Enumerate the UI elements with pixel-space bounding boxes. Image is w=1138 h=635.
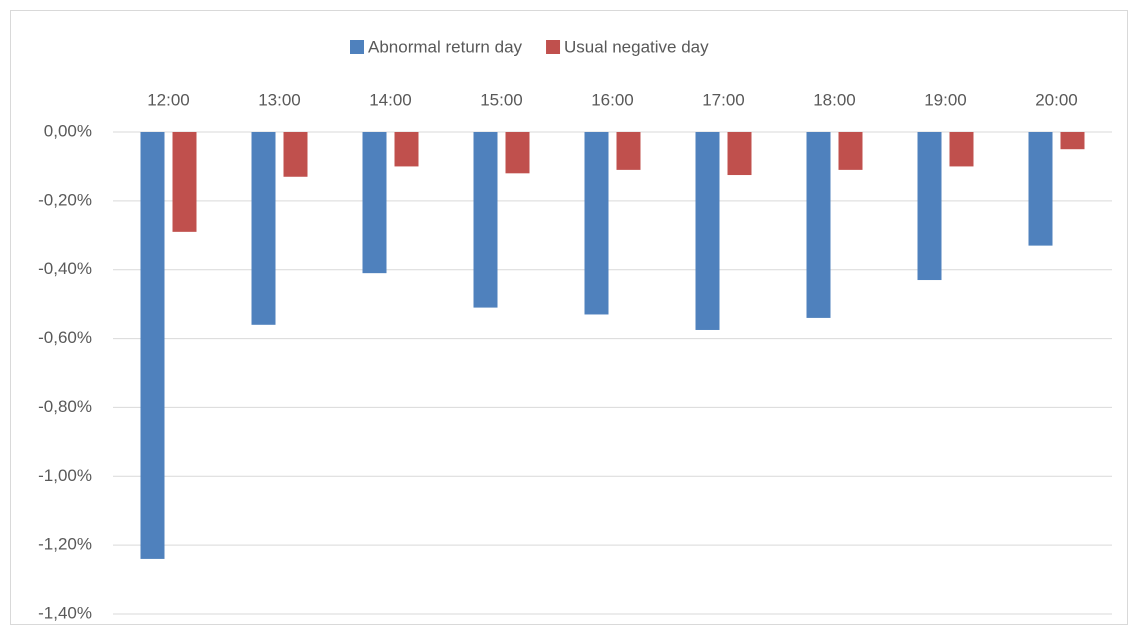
- y-tick-label: -1,00%: [38, 466, 92, 485]
- y-tick-label: -1,40%: [38, 603, 92, 622]
- bar: [616, 132, 641, 170]
- bar: [917, 132, 942, 281]
- bar: [172, 132, 197, 232]
- y-tick-label: -0,20%: [38, 190, 92, 209]
- x-tick-label: 15:00: [480, 90, 523, 109]
- y-tick-label: -0,80%: [38, 397, 92, 416]
- bar: [695, 132, 720, 330]
- bar: [251, 132, 276, 325]
- bar: [1060, 132, 1085, 150]
- bar: [140, 132, 165, 559]
- legend-swatch: [546, 40, 561, 54]
- y-tick-label: 0,00%: [44, 121, 92, 140]
- y-tick-label: -1,20%: [38, 535, 92, 554]
- bar: [584, 132, 609, 315]
- bar: [838, 132, 863, 170]
- bar: [362, 132, 387, 274]
- bar: [505, 132, 530, 174]
- bar: [473, 132, 498, 308]
- x-tick-label: 20:00: [1035, 90, 1078, 109]
- legend-swatch: [350, 40, 364, 54]
- y-tick-label: -0,40%: [38, 259, 92, 278]
- bar: [727, 132, 752, 176]
- bar: [1028, 132, 1053, 246]
- bar: [806, 132, 831, 318]
- bar: [394, 132, 419, 167]
- x-tick-label: 19:00: [924, 90, 967, 109]
- x-tick-label: 16:00: [591, 90, 634, 109]
- x-tick-label: 12:00: [147, 90, 190, 109]
- x-tick-label: 13:00: [258, 90, 301, 109]
- legend-label: Usual negative day: [564, 37, 709, 56]
- chart-border: [10, 10, 1128, 625]
- x-tick-label: 17:00: [702, 90, 745, 109]
- x-tick-label: 14:00: [369, 90, 412, 109]
- bar: [283, 132, 308, 177]
- bar: [949, 132, 974, 167]
- y-tick-label: -0,60%: [38, 328, 92, 347]
- legend-label: Abnormal return day: [368, 37, 523, 56]
- x-tick-label: 18:00: [813, 90, 856, 109]
